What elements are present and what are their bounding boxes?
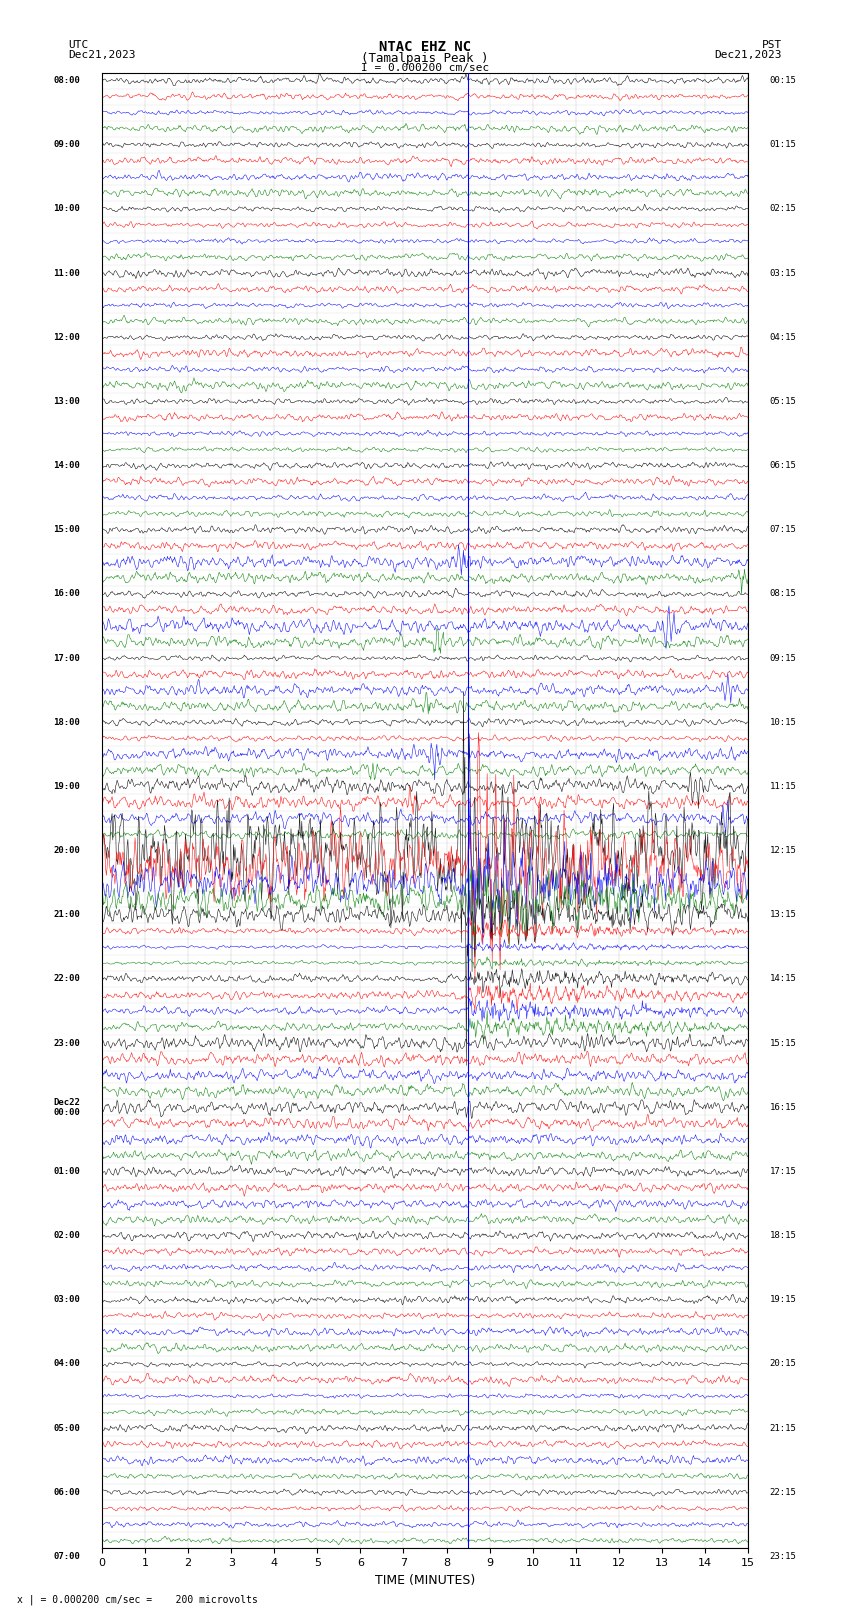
Text: 19:15: 19:15 bbox=[769, 1295, 796, 1305]
Text: 04:15: 04:15 bbox=[769, 332, 796, 342]
Text: 21:15: 21:15 bbox=[769, 1424, 796, 1432]
Text: 13:00: 13:00 bbox=[54, 397, 81, 406]
Text: 16:00: 16:00 bbox=[54, 589, 81, 598]
Text: 06:15: 06:15 bbox=[769, 461, 796, 469]
X-axis label: TIME (MINUTES): TIME (MINUTES) bbox=[375, 1574, 475, 1587]
Text: 09:00: 09:00 bbox=[54, 140, 81, 150]
Text: x | = 0.000200 cm/sec =    200 microvolts: x | = 0.000200 cm/sec = 200 microvolts bbox=[17, 1594, 258, 1605]
Text: 11:15: 11:15 bbox=[769, 782, 796, 790]
Text: 00:15: 00:15 bbox=[769, 76, 796, 85]
Text: 20:00: 20:00 bbox=[54, 847, 81, 855]
Text: 19:00: 19:00 bbox=[54, 782, 81, 790]
Text: 21:00: 21:00 bbox=[54, 910, 81, 919]
Text: 10:15: 10:15 bbox=[769, 718, 796, 727]
Text: 15:15: 15:15 bbox=[769, 1039, 796, 1048]
Text: 04:00: 04:00 bbox=[54, 1360, 81, 1368]
Text: 14:15: 14:15 bbox=[769, 974, 796, 984]
Text: 07:15: 07:15 bbox=[769, 526, 796, 534]
Text: 23:00: 23:00 bbox=[54, 1039, 81, 1048]
Text: 23:15: 23:15 bbox=[769, 1552, 796, 1561]
Text: 14:00: 14:00 bbox=[54, 461, 81, 469]
Text: UTC: UTC bbox=[68, 40, 88, 50]
Text: 15:00: 15:00 bbox=[54, 526, 81, 534]
Text: 08:00: 08:00 bbox=[54, 76, 81, 85]
Text: 03:15: 03:15 bbox=[769, 269, 796, 277]
Text: Dec21,2023: Dec21,2023 bbox=[68, 50, 135, 60]
Text: 01:00: 01:00 bbox=[54, 1166, 81, 1176]
Text: 12:15: 12:15 bbox=[769, 847, 796, 855]
Text: 18:15: 18:15 bbox=[769, 1231, 796, 1240]
Text: Dec21,2023: Dec21,2023 bbox=[715, 50, 782, 60]
Text: 11:00: 11:00 bbox=[54, 269, 81, 277]
Text: 03:00: 03:00 bbox=[54, 1295, 81, 1305]
Text: 22:00: 22:00 bbox=[54, 974, 81, 984]
Text: 17:15: 17:15 bbox=[769, 1166, 796, 1176]
Text: Dec22
00:00: Dec22 00:00 bbox=[54, 1097, 81, 1118]
Text: 05:15: 05:15 bbox=[769, 397, 796, 406]
Text: 16:15: 16:15 bbox=[769, 1103, 796, 1111]
Text: 13:15: 13:15 bbox=[769, 910, 796, 919]
Text: (Tamalpais Peak ): (Tamalpais Peak ) bbox=[361, 52, 489, 65]
Text: 20:15: 20:15 bbox=[769, 1360, 796, 1368]
Text: 07:00: 07:00 bbox=[54, 1552, 81, 1561]
Text: 17:00: 17:00 bbox=[54, 653, 81, 663]
Text: 10:00: 10:00 bbox=[54, 205, 81, 213]
Text: I = 0.000200 cm/sec: I = 0.000200 cm/sec bbox=[361, 63, 489, 73]
Text: 01:15: 01:15 bbox=[769, 140, 796, 150]
Text: 06:00: 06:00 bbox=[54, 1487, 81, 1497]
Text: 02:15: 02:15 bbox=[769, 205, 796, 213]
Text: 18:00: 18:00 bbox=[54, 718, 81, 727]
Text: NTAC EHZ NC: NTAC EHZ NC bbox=[379, 40, 471, 55]
Text: 22:15: 22:15 bbox=[769, 1487, 796, 1497]
Text: 02:00: 02:00 bbox=[54, 1231, 81, 1240]
Text: 05:00: 05:00 bbox=[54, 1424, 81, 1432]
Text: PST: PST bbox=[762, 40, 782, 50]
Text: 08:15: 08:15 bbox=[769, 589, 796, 598]
Text: 12:00: 12:00 bbox=[54, 332, 81, 342]
Text: 09:15: 09:15 bbox=[769, 653, 796, 663]
